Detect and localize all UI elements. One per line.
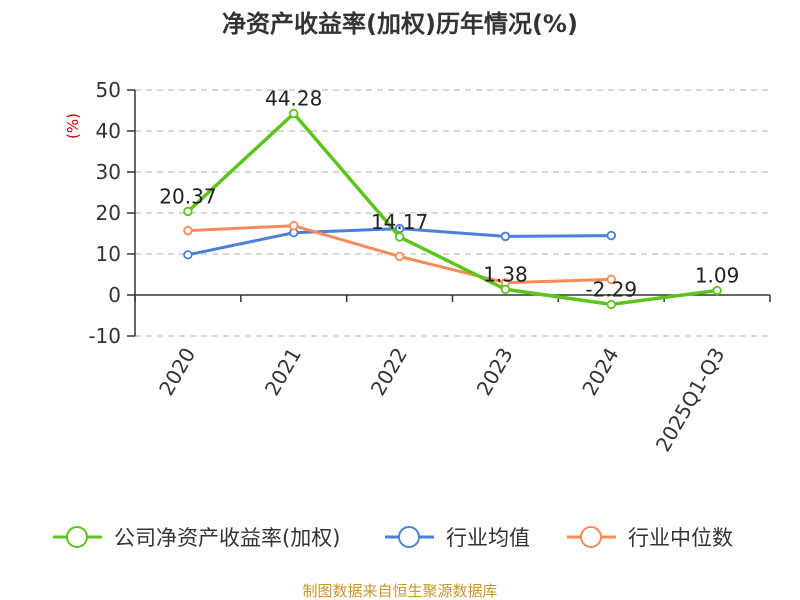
data-label: 1.38 — [483, 262, 528, 286]
data-point — [183, 250, 193, 260]
x-tick-label: 2021 — [260, 344, 306, 400]
x-tick-label: 2023 — [472, 344, 518, 400]
y-tick-label: 20 — [96, 201, 121, 225]
legend-label: 行业中位数 — [628, 526, 733, 550]
gridlines — [135, 89, 770, 337]
data-point — [500, 284, 511, 295]
data-point — [500, 231, 511, 242]
legend-label: 行业均值 — [446, 526, 530, 550]
data-label: 44.28 — [265, 86, 322, 110]
legend: 公司净资产收益率(加权) 行业均值 行业中位数 — [53, 526, 733, 550]
data-point — [289, 221, 299, 231]
data-point — [606, 299, 616, 310]
x-tick-label: 2025Q1-Q3 — [651, 344, 730, 456]
data-point — [394, 232, 405, 242]
y-tick-label: 30 — [96, 160, 121, 184]
series-lines — [183, 108, 722, 310]
y-axis-ticks: 50 40 30 20 10 0 -10 — [88, 78, 135, 348]
x-axis-ticks: 2020 2021 2022 2023 2024 2025Q1-Q3 — [154, 344, 729, 456]
legend-marker — [580, 526, 602, 548]
y-tick-label: 0 — [108, 283, 121, 307]
data-point — [183, 225, 193, 236]
x-tick-label: 2020 — [154, 344, 200, 400]
data-point — [712, 285, 722, 296]
data-point — [606, 230, 616, 241]
data-labels: 20.37 44.28 14.17 1.38 -2.29 1.09 — [159, 86, 739, 301]
data-point — [606, 274, 616, 285]
data-label: 20.37 — [159, 184, 216, 208]
y-tick-label: 50 — [96, 78, 121, 102]
data-point — [289, 108, 299, 119]
x-tick-label: 2024 — [577, 344, 623, 400]
legend-marker — [398, 526, 420, 548]
data-label: 1.09 — [695, 264, 740, 288]
data-point — [394, 251, 405, 262]
y-tick-label: 10 — [96, 242, 121, 266]
y-tick-label: -10 — [88, 324, 121, 348]
chart-title: 净资产收益率(加权)历年情况(%) — [222, 10, 578, 38]
legend-label: 公司净资产收益率(加权) — [114, 526, 340, 550]
y-tick-label: 40 — [96, 119, 121, 143]
y-axis-unit: (%) — [64, 113, 82, 139]
legend-marker — [66, 526, 88, 548]
data-point — [183, 206, 193, 217]
footer-source: 制图数据来自恒生聚源数据库 — [302, 582, 497, 600]
data-label: 14.17 — [371, 210, 428, 234]
data-label: -2.29 — [585, 277, 637, 301]
x-tick-label: 2022 — [366, 344, 412, 400]
series-line — [186, 111, 718, 307]
